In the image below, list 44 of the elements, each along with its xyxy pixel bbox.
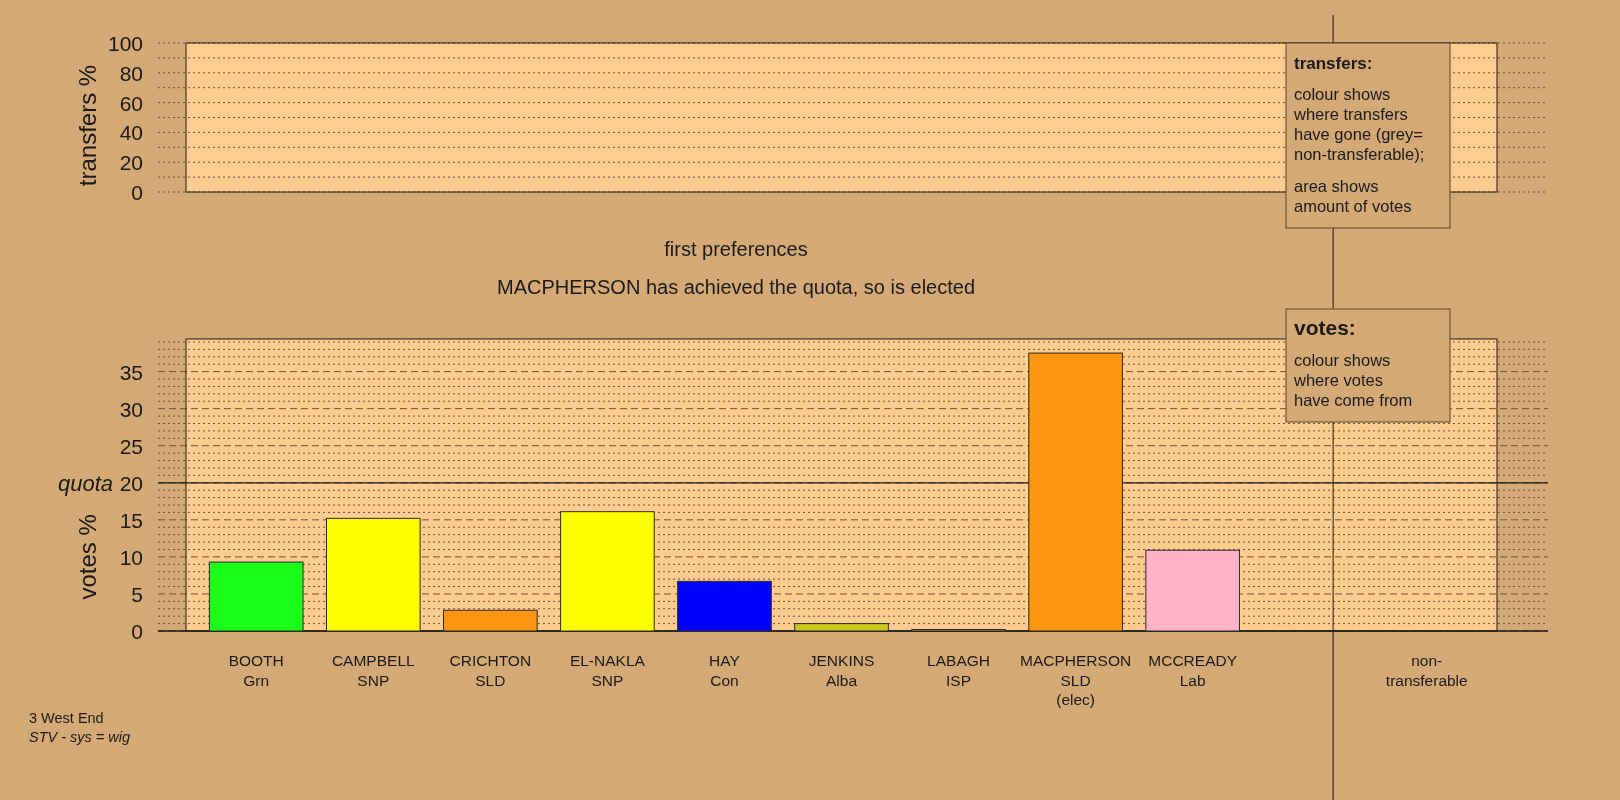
y-axis-title: votes % bbox=[73, 514, 101, 600]
x-tick-label: MACPHERSON SLD (elec) bbox=[1020, 652, 1132, 708]
y-tick-label: 30 bbox=[119, 397, 143, 421]
annotation: votes: bbox=[1294, 316, 1356, 339]
chart-subtitle: MACPHERSON has achieved the quota, so is elected bbox=[496, 276, 976, 298]
bar bbox=[794, 623, 889, 632]
y-tick-label: 0 bbox=[131, 180, 143, 204]
bar bbox=[1145, 549, 1240, 632]
y-tick-label: 35 bbox=[119, 360, 143, 384]
y-tick-label: 0 bbox=[131, 619, 143, 643]
chart-title: first preferences bbox=[664, 238, 808, 260]
annotation: transfers: bbox=[1294, 54, 1373, 73]
annotation: colour shows where votes have come from bbox=[1293, 351, 1413, 409]
bar bbox=[325, 517, 421, 632]
y-tick-label: 60 bbox=[119, 91, 143, 115]
y-tick-label: 100 bbox=[107, 31, 143, 55]
y-tick-label: 15 bbox=[119, 508, 143, 532]
bar bbox=[1028, 352, 1123, 632]
x-tick-label: CAMPBELL SNP bbox=[331, 652, 416, 689]
text: 3 West End bbox=[29, 710, 104, 726]
x-tick-label: MCCREADY Lab bbox=[1148, 652, 1238, 689]
x-tick-label: HAY Con bbox=[709, 652, 740, 689]
y-tick-label: 10 bbox=[119, 545, 143, 569]
x-tick-label: EL-NAKLA SNP bbox=[569, 652, 646, 689]
x-tick-label: CRICHTON SLD bbox=[449, 652, 532, 689]
annotation: colour shows where transfers have gone (grey= non-transferable); bbox=[1293, 85, 1425, 163]
bar bbox=[560, 511, 655, 632]
y-tick-label: 5 bbox=[131, 582, 143, 606]
bar bbox=[443, 609, 538, 632]
bar bbox=[677, 580, 772, 632]
x-tick-label: LABAGH ISP bbox=[927, 652, 990, 689]
x-tick-label: JENKINS Alba bbox=[808, 652, 875, 689]
y-tick-label: 80 bbox=[119, 61, 143, 85]
y-tick-label: 20 bbox=[119, 471, 143, 495]
y-tick-label: 25 bbox=[119, 434, 143, 458]
y-axis-title: transfers % bbox=[73, 64, 101, 187]
x-tick-label: BOOTH Grn bbox=[228, 652, 284, 689]
y-tick-label: 40 bbox=[119, 120, 143, 144]
bar bbox=[208, 561, 304, 632]
annotation: area shows amount of votes bbox=[1294, 177, 1412, 215]
ref-line-label: quota bbox=[57, 470, 113, 496]
text: STV - sys = wig bbox=[29, 729, 131, 745]
x-tick-label: non- transferable bbox=[1385, 652, 1468, 689]
y-tick-label: 20 bbox=[119, 150, 143, 174]
